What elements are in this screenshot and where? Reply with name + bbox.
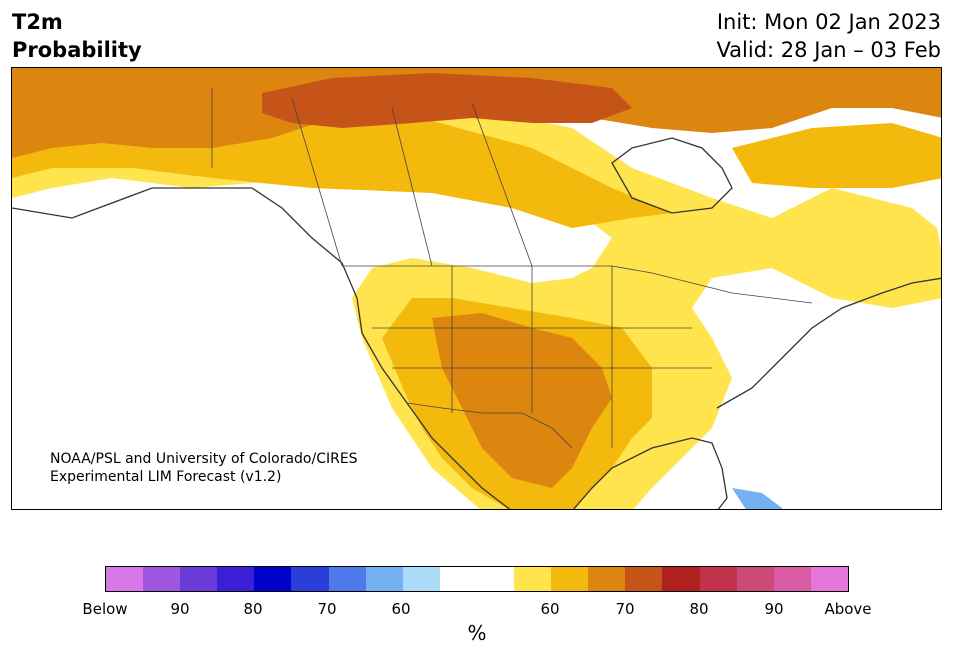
political-borders xyxy=(211,88,813,449)
colorbar-swatch xyxy=(810,567,848,591)
colorbar-swatch xyxy=(514,567,552,591)
us-mexico-border xyxy=(406,402,573,449)
coastline-hudson-bay xyxy=(611,137,733,214)
colorbar-unit: % xyxy=(467,621,487,645)
colorbar-swatch xyxy=(291,567,329,591)
prob-region-65-east xyxy=(732,123,941,188)
colorbar-swatch xyxy=(476,567,515,591)
province-border-4 xyxy=(471,102,533,267)
title-line-1: T2m xyxy=(12,10,63,34)
province-border-2 xyxy=(291,97,343,267)
title-line-2: Probability xyxy=(12,38,142,62)
colorbar-tick-label: 90 xyxy=(764,600,784,618)
colorbar-tick-label: Below xyxy=(82,600,128,618)
coastline-east xyxy=(716,277,941,409)
map-title: T2m Probability xyxy=(12,8,142,64)
prob-region-60-west xyxy=(12,73,941,509)
colorbar-tick-label: 60 xyxy=(540,600,560,618)
colorbar-swatch xyxy=(402,567,440,591)
prob-region-below-60 xyxy=(732,488,782,509)
probability-map xyxy=(12,68,941,509)
colorbar-swatch xyxy=(365,567,403,591)
coastline-west xyxy=(12,187,511,509)
colorbar-swatch xyxy=(217,567,255,591)
prob-region-70-south xyxy=(432,313,612,488)
colorbar-swatch xyxy=(328,567,366,591)
colorbar-tick-label: 80 xyxy=(689,600,709,618)
colorbar-swatch xyxy=(662,567,700,591)
us-canada-border xyxy=(342,265,813,304)
colorbar-swatch xyxy=(773,567,811,591)
coastline-gulf xyxy=(572,437,728,509)
colorbar-swatch xyxy=(551,567,589,591)
prob-region-75 xyxy=(262,73,632,128)
colorbar-tick-label: 70 xyxy=(317,600,337,618)
credit-text: NOAA/PSL and University of Colorado/CIRE… xyxy=(50,450,358,486)
colorbar-swatch xyxy=(588,567,626,591)
colorbar-tick-label: 60 xyxy=(391,600,411,618)
map-panel: NOAA/PSL and University of Colorado/CIRE… xyxy=(11,67,942,510)
colorbar-tick-label: 70 xyxy=(615,600,635,618)
colorbar-swatch xyxy=(106,567,144,591)
colorbar-swatch xyxy=(699,567,737,591)
credit-line-2: Experimental LIM Forecast (v1.2) xyxy=(50,469,282,485)
credit-line-1: NOAA/PSL and University of Colorado/CIRE… xyxy=(50,451,358,467)
colorbar-tick-label: Above xyxy=(824,600,872,618)
province-border-3 xyxy=(391,107,433,267)
colorbar-swatch xyxy=(180,567,218,591)
colorbar-swatch xyxy=(625,567,663,591)
colorbar-swatch xyxy=(736,567,774,591)
valid-period: Valid: 28 Jan – 03 Feb xyxy=(716,38,941,62)
colorbar-tick-label: 80 xyxy=(243,600,263,618)
colorbar-swatch xyxy=(254,567,292,591)
forecast-dates: Init: Mon 02 Jan 2023 Valid: 28 Jan – 03… xyxy=(716,8,941,64)
prob-region-70 xyxy=(12,68,941,158)
init-date: Init: Mon 02 Jan 2023 xyxy=(716,10,941,34)
colorbar-swatch xyxy=(439,567,477,591)
colorbar-swatch xyxy=(143,567,181,591)
colorbar xyxy=(105,566,849,592)
coastlines xyxy=(12,137,941,509)
colorbar-tick-label: 90 xyxy=(170,600,190,618)
